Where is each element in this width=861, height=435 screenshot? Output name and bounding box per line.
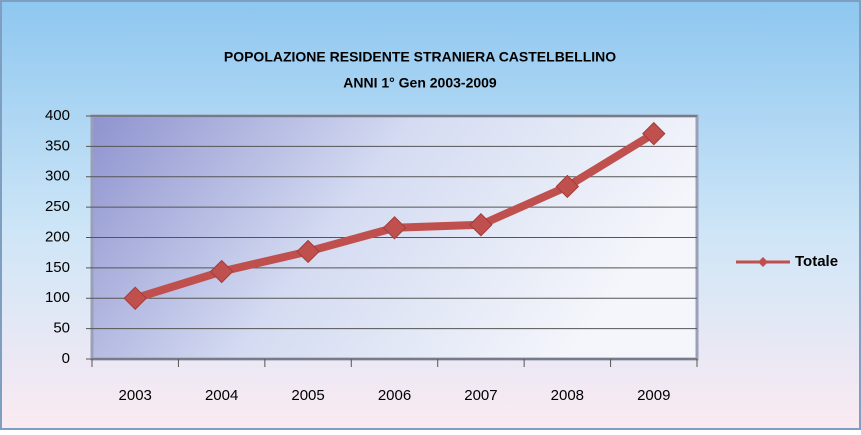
y-tick-label: 150 xyxy=(45,259,70,276)
data-point xyxy=(209,259,234,284)
y-tick-label: 300 xyxy=(45,168,70,185)
y-tick-label: 200 xyxy=(45,228,70,245)
x-tick-label: 2006 xyxy=(378,387,411,404)
chart-title: ANNI 1° Gen 2003-2009 xyxy=(343,75,497,91)
x-tick-label: 2005 xyxy=(291,387,324,404)
x-tick-label: 2007 xyxy=(464,387,497,404)
y-tick-label: 50 xyxy=(53,320,70,337)
y-tick-label: 100 xyxy=(45,289,70,306)
y-tick-label: 350 xyxy=(45,137,70,154)
legend-label: Totale xyxy=(795,253,838,270)
data-point xyxy=(123,286,147,310)
data-point xyxy=(296,239,320,264)
data-point xyxy=(642,121,666,146)
x-tick-label: 2009 xyxy=(637,387,670,404)
y-tick-label: 0 xyxy=(62,350,70,367)
x-tick-label: 2004 xyxy=(205,387,238,404)
chart-title: POPOLAZIONE RESIDENTE STRANIERA CASTELBE… xyxy=(224,49,616,65)
legend-marker xyxy=(758,257,768,267)
y-tick-label: 400 xyxy=(45,107,70,124)
x-tick-label: 2003 xyxy=(119,387,152,404)
data-point xyxy=(382,216,407,240)
data-point xyxy=(555,174,580,199)
y-tick-label: 250 xyxy=(45,198,70,215)
data-point xyxy=(469,213,493,237)
x-tick-label: 2008 xyxy=(551,387,584,404)
